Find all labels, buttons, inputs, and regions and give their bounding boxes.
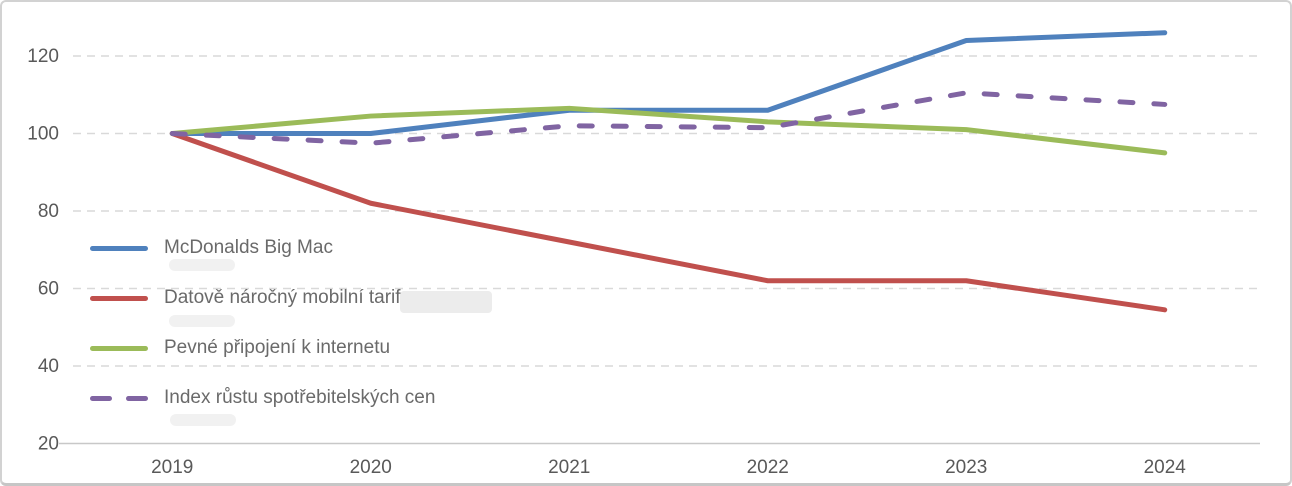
legend-label: Datově náročný mobilní tarif (164, 287, 401, 308)
legend-label: Pevné připojení k internetu (164, 337, 391, 358)
y-tick-label: 80 (38, 201, 59, 222)
legend-line-segment (90, 345, 148, 351)
ghost-artifact (169, 315, 235, 327)
y-tick-label: 120 (27, 46, 59, 67)
legend-dash-segment (90, 395, 112, 401)
x-tick-label: 2023 (945, 457, 987, 478)
series-line (169, 105, 1168, 156)
series-line (169, 30, 1168, 136)
x-tick-label: 2019 (151, 457, 193, 478)
legend-label: Index růstu spotřebitelských cen (164, 387, 436, 408)
ghost-artifact (400, 291, 492, 313)
y-tick-label: 100 (27, 124, 59, 145)
legend-item-0: McDonalds Big Mac (90, 223, 435, 273)
legend-swatch-icon (90, 295, 148, 301)
legend-item-3: Index růstu spotřebitelských cen (90, 373, 435, 423)
legend-item-2: Pevné připojení k internetu (90, 323, 435, 373)
legend-swatch-icon (90, 245, 148, 251)
legend-swatch-icon (90, 345, 148, 351)
series-line (169, 90, 1168, 146)
legend-dash-segment (126, 395, 148, 401)
x-tick-label: 2022 (747, 457, 789, 478)
x-tick-label: 2020 (350, 457, 392, 478)
legend-line-segment (90, 295, 148, 301)
y-tick-label: 40 (38, 356, 59, 377)
x-tick-label: 2021 (548, 457, 590, 478)
legend-line-segment (90, 245, 148, 251)
legend-swatch-icon (90, 395, 148, 401)
ghost-artifact (170, 414, 236, 426)
legend-label: McDonalds Big Mac (164, 237, 333, 258)
ghost-artifact (169, 259, 235, 271)
y-tick-label: 20 (38, 434, 59, 455)
chart-legend: McDonalds Big Mac Datově náročný mobilní … (90, 223, 435, 423)
legend-item-1: Datově náročný mobilní tarif (90, 273, 435, 323)
x-tick-label: 2024 (1144, 457, 1187, 478)
series-line (169, 131, 1168, 313)
y-tick-label: 60 (38, 279, 59, 300)
